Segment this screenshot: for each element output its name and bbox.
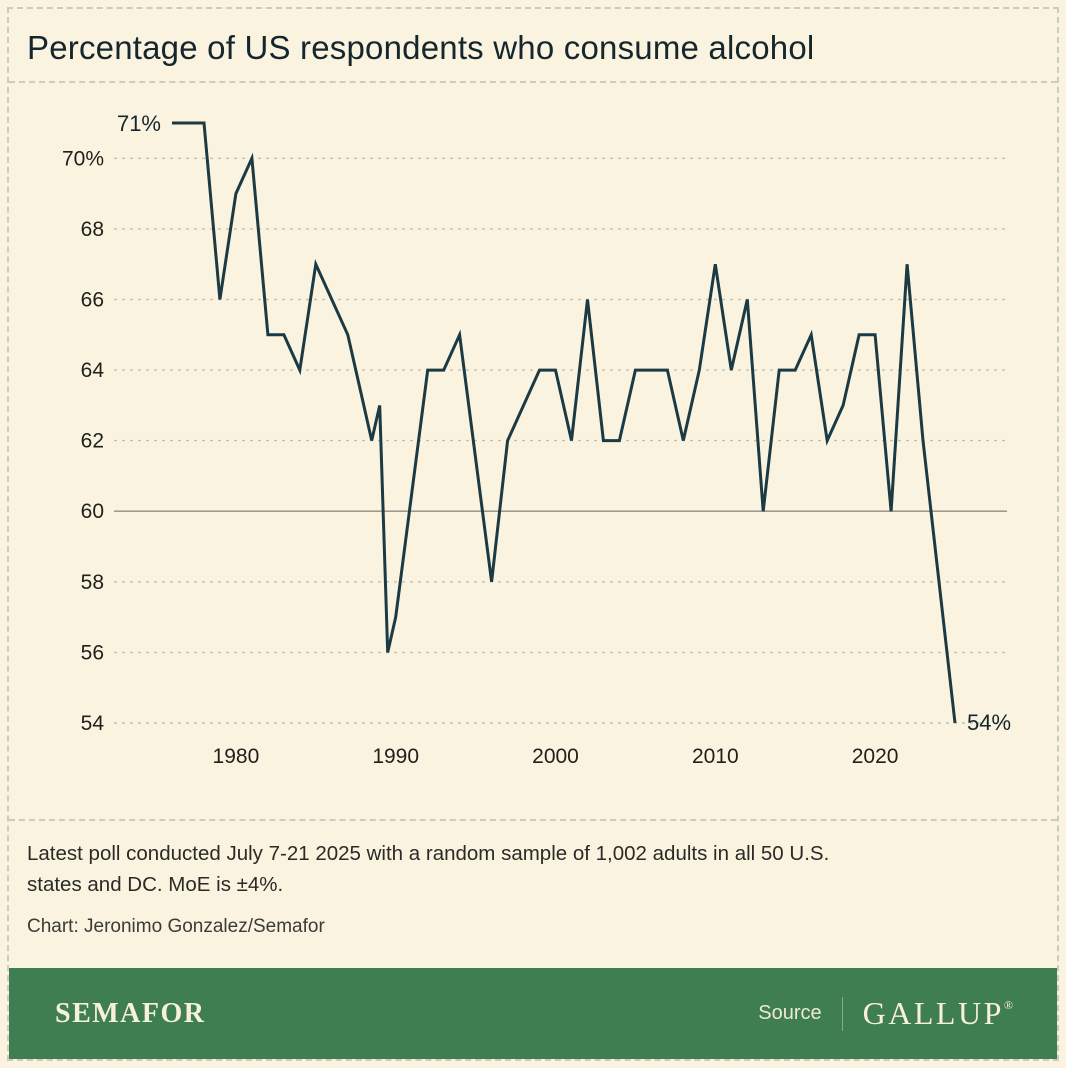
- svg-text:56: 56: [81, 641, 104, 664]
- source-group: Source GALLUP ®: [758, 995, 1013, 1032]
- registered-trademark-icon: ®: [1003, 998, 1013, 1012]
- source-footer: SEMAFOR Source GALLUP ®: [9, 968, 1057, 1059]
- svg-text:60: 60: [81, 500, 104, 523]
- note-line-1: Latest poll conducted July 7-21 2025 wit…: [27, 842, 830, 865]
- svg-text:70%: 70%: [62, 147, 104, 170]
- svg-text:62: 62: [81, 430, 104, 453]
- methodology-note: Latest poll conducted July 7-21 2025 wit…: [9, 821, 1057, 901]
- gridlines: [114, 157, 1007, 724]
- last-point-label: 54%: [967, 710, 1011, 735]
- svg-text:58: 58: [81, 571, 104, 594]
- gallup-logo: GALLUP ®: [863, 995, 1013, 1032]
- svg-text:1990: 1990: [372, 745, 419, 768]
- svg-text:2010: 2010: [692, 745, 739, 768]
- source-label: Source: [758, 1002, 822, 1024]
- svg-text:54: 54: [81, 712, 105, 735]
- first-point-label: 71%: [117, 111, 161, 136]
- card-content: Percentage of US respondents who consume…: [9, 9, 1057, 1059]
- gallup-wordmark: GALLUP: [862, 995, 1004, 1031]
- svg-text:1980: 1980: [213, 745, 260, 768]
- svg-text:68: 68: [81, 218, 104, 241]
- svg-text:2020: 2020: [852, 745, 899, 768]
- source-divider: [841, 996, 843, 1031]
- note-line-2: states and DC. MoE is ±4%.: [27, 872, 284, 896]
- y-axis-labels: 54 56 58 60 62 64 66 68 70%: [62, 147, 104, 735]
- title-divider: [9, 81, 1057, 83]
- line-chart: 54 56 58 60 62 64 66 68 70% 1980 1990 2000 2010 2020 7…: [62, 111, 1011, 768]
- svg-text:64: 64: [81, 359, 105, 382]
- alcohol-trend-line: [172, 121, 957, 724]
- svg-text:66: 66: [81, 289, 104, 312]
- svg-text:2000: 2000: [532, 745, 579, 768]
- x-axis-labels: 1980 1990 2000 2010 2020: [213, 745, 899, 768]
- notes-divider: [9, 819, 1057, 821]
- chart-area: 54 56 58 60 62 64 66 68 70% 1980 1990 2000 2010 2020 7…: [9, 83, 1057, 783]
- chart-title: Percentage of US respondents who consume…: [27, 29, 815, 66]
- chart-credit: Chart: Jeronimo Gonzalez/Semafor: [27, 915, 325, 937]
- semafor-logo: SEMAFOR: [55, 997, 206, 1029]
